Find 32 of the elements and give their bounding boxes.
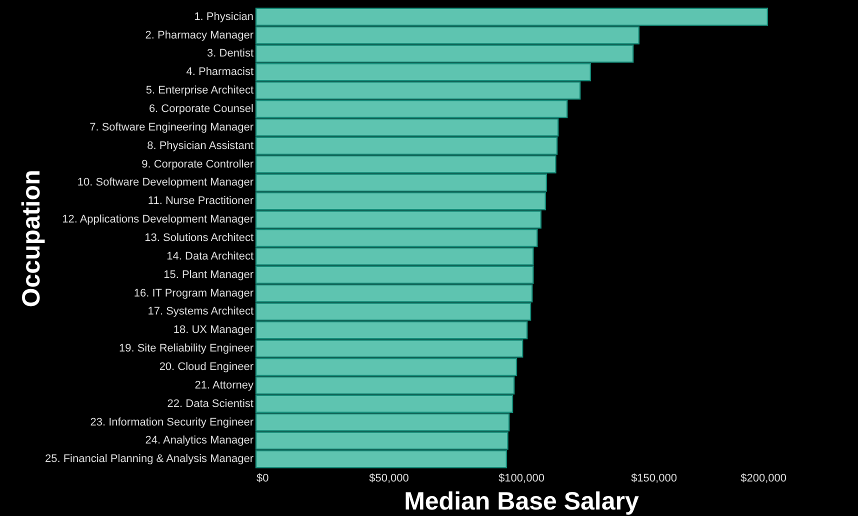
y-tick-label: 25. Financial Planning & Analysis Manager: [44, 453, 254, 466]
y-tick-label: 5. Enterprise Architect: [146, 84, 254, 97]
y-tick-label: 13. Solutions Architect: [144, 232, 254, 244]
y-tick-label: 3. Dentist: [207, 48, 254, 60]
y-tick-label: 17. Systems Architect: [148, 306, 254, 318]
x-tick-label: $200,000: [740, 472, 786, 484]
y-tick-label: 1. Physician: [194, 10, 254, 23]
x-tick-label: $50,000: [369, 472, 409, 484]
y-tick-label: 23. Information Security Engineer: [90, 416, 254, 428]
y-tick-label: 18. UX Manager: [173, 324, 254, 336]
y-tick-label: 16. IT Program Manager: [134, 287, 254, 300]
y-tick-label: 21. Attorney: [194, 379, 254, 392]
y-tick-label: 8. Physician Assistant: [147, 140, 254, 152]
y-tick-label: 4. Pharmacist: [186, 66, 254, 78]
y-tick-label: 24. Analytics Manager: [145, 434, 254, 447]
y-tick-label: 7. Software Engineering Manager: [90, 121, 254, 134]
y-tick-label: 22. Data Scientist: [167, 398, 254, 410]
y-tick-label: 19. Site Reliability Engineer: [118, 342, 254, 355]
x-tick-label: $150,000: [631, 472, 677, 484]
y-tick-label: 14. Data Architect: [166, 250, 254, 262]
y-tick-label: 9. Corporate Controller: [142, 158, 254, 170]
x-axis-title: Median Base Salary: [404, 488, 640, 516]
y-tick-label: 15. Plant Manager: [164, 268, 254, 281]
y-tick-label: 12. Applications Development Manager: [62, 214, 254, 226]
y-tick-label: 11. Nurse Practitioner: [148, 195, 254, 208]
y-tick-label: 20. Cloud Engineer: [159, 361, 254, 374]
y-axis-title: Occupation: [18, 170, 46, 308]
y-tick-label: 6. Corporate Counsel: [148, 102, 254, 115]
x-tick-label: $100,000: [498, 472, 544, 484]
y-tick-label: 10. Software Development Manager: [77, 176, 254, 189]
x-tick-label: $0: [256, 472, 269, 484]
y-tick-label: 2. Pharmacy Manager: [145, 29, 254, 42]
